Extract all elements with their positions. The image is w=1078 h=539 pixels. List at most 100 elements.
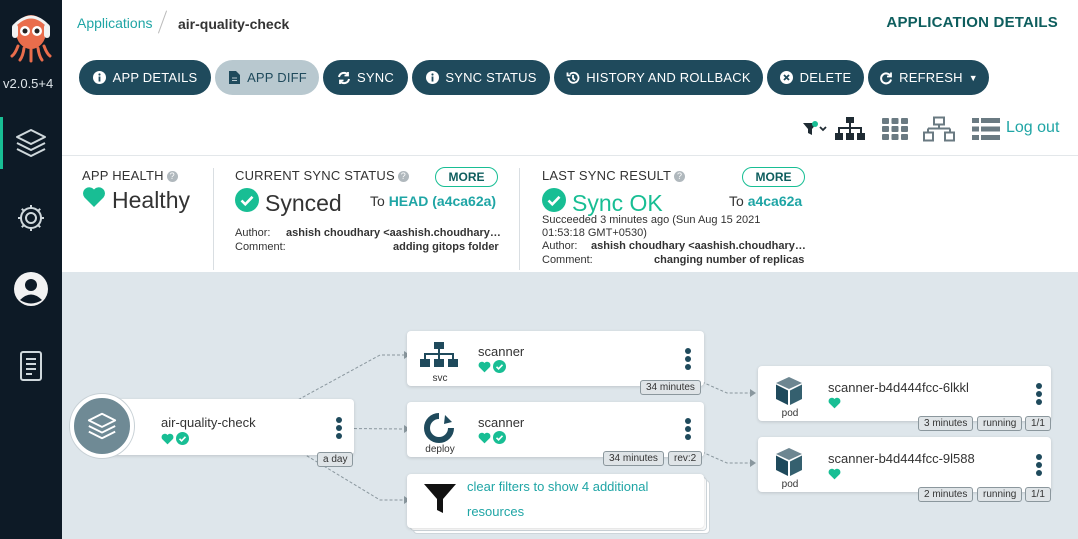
heart-icon [82,186,106,214]
svc-node-status [478,360,506,378]
sync-author-value: ashish choudhary <aashish.choudhary… [286,227,501,239]
filter-node[interactable] [407,474,704,528]
funnel-icon [422,480,458,516]
last-sync-author-label: Author: [542,240,578,252]
pod-icon [773,375,807,407]
sync-status-label: SYNC STATUS [445,70,537,85]
delete-button[interactable]: DELETE [767,60,864,95]
sync-status-text: Synced [265,189,342,216]
heart-icon [828,467,841,485]
last-sync-comment-value: changing number of replicas [654,254,805,266]
help-icon[interactable]: ? [397,171,409,183]
top-bar: Applications air-quality-check APPLICATI… [62,0,1078,48]
history-rollback-button[interactable]: HISTORY AND ROLLBACK [554,60,763,95]
sync-comment-label: Comment: [235,241,286,253]
network-view-icon[interactable] [922,114,956,144]
check-circle-icon [542,188,566,218]
svc-node-menu[interactable] [685,348,691,370]
pod-node-ready: 1/1 [1025,416,1051,431]
pod-node[interactable] [758,366,1051,421]
settings-icon[interactable] [12,199,50,237]
clear-filters-link[interactable]: clear filters to show 4 additional resou… [467,474,648,524]
delete-icon [780,71,794,85]
last-sync-comment: changing number of replicas [654,254,804,266]
app-node[interactable] [102,399,354,455]
pod-node[interactable] [758,437,1051,492]
app-health-heading: APP HEALTH? [82,168,178,183]
last-sync-time-1: Succeeded 3 minutes ago (Sun Aug 15 2021 [542,214,761,226]
heart-icon [478,431,491,449]
last-sync-more-button[interactable]: MORE [742,167,805,187]
pod-node-title: scanner-b4d444fcc-9l588 [828,451,975,466]
grid-view-icon[interactable] [878,114,912,144]
sync-author-label: Author: [235,227,271,239]
version-label: v2.0.5+4 [3,76,54,91]
help-icon[interactable]: ? [674,171,686,183]
sync-status-button[interactable]: SYNC STATUS [412,60,550,95]
sync-button[interactable]: SYNC [323,60,408,95]
check-circle-icon [493,360,506,378]
tree-view-icon[interactable] [833,114,867,144]
deploy-node[interactable] [407,402,704,457]
sidebar: v2.0.5+4 [0,0,62,539]
sync-target: To HEAD (a4ca62a) [370,193,496,209]
service-icon [419,341,459,371]
breadcrumb-applications[interactable]: Applications [77,15,153,31]
last-sync-author-value: ashish choudhary <aashish.choudhary… [591,240,806,252]
clear-filters-line2: resources [467,504,525,519]
pod-node-title: scanner-b4d444fcc-6lkkl [828,380,969,395]
app-details-button[interactable]: APP DETAILS [79,60,211,95]
pod-node-menu[interactable] [1036,454,1042,476]
sync-status-heading-label: CURRENT SYNC STATUS [235,168,395,183]
sync-target-prefix: To [370,193,385,209]
deploy-node-menu[interactable] [685,418,691,440]
deploy-node-revision: rev:2 [668,451,703,466]
health-status: Healthy [82,186,190,214]
svc-node-title: scanner [478,344,525,359]
docs-icon[interactable] [12,347,50,385]
sync-label: SYNC [357,70,394,85]
pod-node-age: 3 minutes [918,416,974,431]
pod-node-kind: pod [781,479,799,490]
applications-icon[interactable] [12,124,50,162]
pod-node-status [828,467,841,485]
svc-node[interactable] [407,331,704,386]
pod-node-menu[interactable] [1036,383,1042,405]
help-icon[interactable]: ? [166,171,178,183]
argo-logo[interactable] [8,8,54,68]
list-view-icon[interactable] [969,114,1003,144]
app-node-title: air-quality-check [161,415,256,430]
heart-icon [161,432,174,450]
sync-author: ashish choudhary <aashish.choudhary… [286,227,501,239]
deploy-node-status [478,431,506,449]
check-circle-icon [176,432,189,450]
sync-status-value: Synced [235,188,342,218]
sync-status-heading: CURRENT SYNC STATUS? [235,168,409,183]
filter-icon[interactable] [798,114,832,144]
app-node-menu[interactable] [336,417,342,439]
sync-icon [337,71,351,85]
pod-node-kind: pod [781,408,799,419]
sync-target-revision[interactable]: HEAD (a4ca62a) [388,193,497,209]
pod-node-phase: running [977,487,1023,502]
delete-label: DELETE [799,70,852,85]
refresh-label: REFRESH [899,70,963,85]
last-sync-author: ashish choudhary <aashish.choudhary… [591,240,806,252]
active-indicator [0,117,3,169]
heart-icon [828,396,841,414]
health-value: Healthy [112,186,190,213]
resource-tree[interactable]: air-quality-check a day svc scanner 34 m… [62,272,1078,539]
deploy-node-kind: deploy [425,444,455,455]
logout-link[interactable]: Log out [1006,119,1060,136]
sync-status-more-button[interactable]: MORE [435,167,498,187]
user-icon[interactable] [12,270,50,308]
last-sync-target-revision[interactable]: a4ca62a [747,193,803,209]
app-details-label: APP DETAILS [112,70,198,85]
pod-node-age: 2 minutes [918,487,974,502]
history-rollback-label: HISTORY AND ROLLBACK [586,70,751,85]
last-sync-target-prefix: To [729,193,744,209]
app-diff-button[interactable]: APP DIFF [215,60,319,95]
last-sync-target: To a4ca62a [729,193,802,209]
app-icon [70,394,134,458]
refresh-button[interactable]: REFRESH ▼ [868,60,989,95]
